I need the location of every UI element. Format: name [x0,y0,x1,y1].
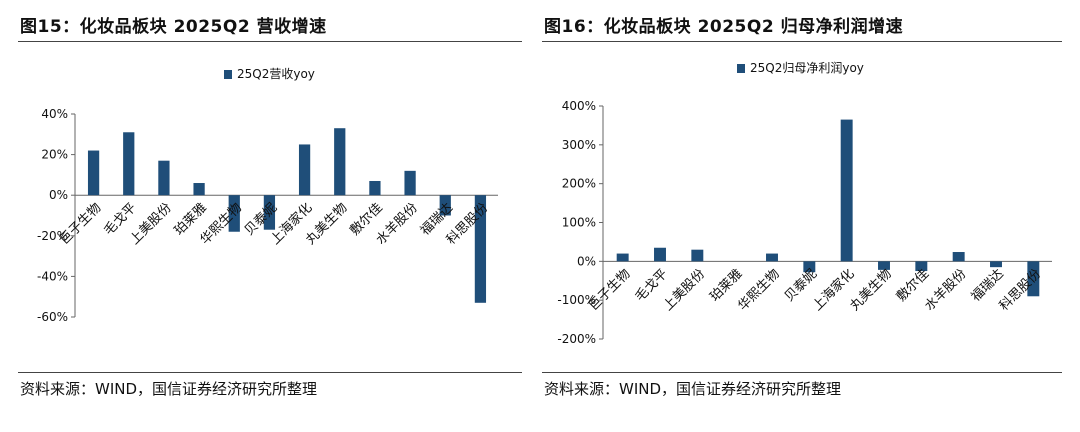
y-tick-label: 300% [562,138,596,152]
bar [158,160,170,196]
bar [952,252,965,262]
bar [123,132,135,196]
title-divider [18,41,522,42]
bar [263,195,276,230]
legend-label: 25Q2归母净利润yoy [750,61,864,75]
bar [654,247,666,262]
bar [766,253,778,262]
y-tick-label: -40% [37,269,68,283]
source-divider [18,372,522,373]
y-tick-label: -200% [557,332,596,346]
profit-growth-chart: 25Q2归母净利润yoy -200% -100% 0% 100% 200% 300% 400%… [557,61,1052,346]
bar [840,119,853,262]
y-tick-label: 0% [577,254,596,268]
bar [915,261,928,272]
source-divider [542,372,1062,373]
y-tick-label: 0% [49,188,68,202]
source-note: 资料来源：WIND，国信证券经济研究所整理 [544,380,842,398]
bar [803,261,816,273]
category-label: 水羊股份 [921,266,969,314]
y-tick-label: 100% [562,216,596,230]
legend: 25Q2营收yoy [224,67,315,81]
bar [691,249,704,262]
source-note: 资料来源：WIND，国信证券经济研究所整理 [20,380,318,398]
bar [990,261,1002,268]
legend-swatch [737,64,745,73]
bar [439,195,451,216]
bar [193,183,205,196]
revenue-growth-panel: 图15：化妆品板块 2025Q2 营收增速 25Q2营收yoy -60% -40% -… [18,0,522,432]
y-tick-label: -60% [37,310,68,324]
bar [369,180,381,196]
bar [228,195,240,232]
category-label: 巨子生物 [57,200,104,247]
y-tick-label: 200% [562,177,596,191]
category-label: 上美股份 [661,267,708,314]
revenue-growth-chart: 25Q2营收yoy-60%-40%-20%0%20%40%巨子生物毛戈平上美股份… [37,67,498,324]
bar [87,150,100,196]
profit-growth-panel: 图16：化妆品板块 2025Q2 归母净利润增速 25Q2归母净利润yoy -20… [542,0,1062,432]
bar [334,128,346,196]
y-tick-label: 400% [562,99,596,113]
figure-title: 图15：化妆品板块 2025Q2 营收增速 [20,17,327,37]
bar [878,261,890,270]
category-label: 巨子生物 [586,267,633,314]
legend-label: 25Q2营收yoy [237,67,315,81]
category-label: 华熙生物 [735,267,782,314]
bar [616,253,629,262]
figure-title: 图16：化妆品板块 2025Q2 归母净利润增速 [544,17,904,37]
category-label: 丸美生物 [847,267,894,314]
y-tick-label: 40% [41,107,68,121]
bar [404,170,416,196]
legend-swatch [224,70,232,79]
legend: 25Q2归母净利润yoy [737,61,864,75]
y-tick-label: -20% [37,229,68,243]
bar [1027,261,1040,297]
title-divider [542,41,1062,42]
y-tick-label: -100% [557,293,596,307]
bar [298,144,311,196]
y-tick-label: 20% [41,148,68,162]
bar [474,195,487,303]
